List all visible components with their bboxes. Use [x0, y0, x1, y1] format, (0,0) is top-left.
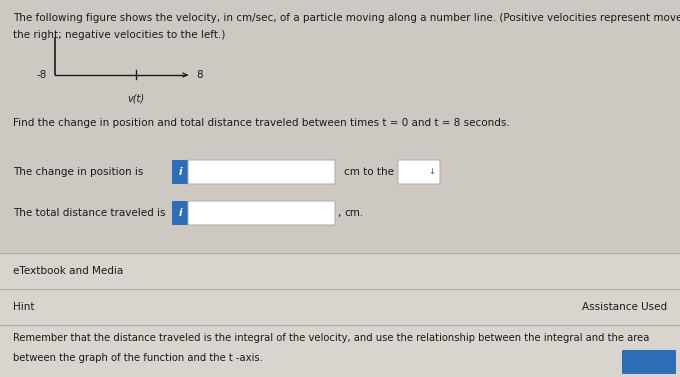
- Text: Find the change in position and total distance traveled between times t = 0 and : Find the change in position and total di…: [13, 118, 510, 128]
- Text: The change in position is: The change in position is: [13, 167, 143, 177]
- Text: i: i: [178, 167, 182, 177]
- Text: ↓: ↓: [428, 167, 435, 176]
- FancyBboxPatch shape: [398, 160, 440, 184]
- FancyBboxPatch shape: [622, 350, 676, 374]
- Bar: [0, 253, 680, 289]
- Bar: [0, 325, 680, 377]
- Text: between the graph of the function and the t -axis.: between the graph of the function and th…: [13, 353, 263, 363]
- Text: v(t): v(t): [128, 94, 145, 104]
- Text: The following figure shows the velocity, in cm/sec, of a particle moving along a: The following figure shows the velocity,…: [13, 13, 680, 23]
- Bar: [0, 289, 680, 325]
- Text: i: i: [178, 208, 182, 218]
- Text: the right; negative velocities to the left.): the right; negative velocities to the le…: [13, 30, 225, 40]
- Text: Assistance Used: Assistance Used: [582, 302, 667, 312]
- Text: Hint: Hint: [13, 302, 35, 312]
- FancyBboxPatch shape: [188, 201, 335, 225]
- Text: Remember that the distance traveled is the integral of the velocity, and use the: Remember that the distance traveled is t…: [13, 333, 649, 343]
- Text: -8: -8: [37, 70, 47, 80]
- FancyBboxPatch shape: [172, 201, 188, 225]
- FancyBboxPatch shape: [172, 160, 188, 184]
- Text: cm.: cm.: [344, 208, 363, 218]
- Text: cm to the: cm to the: [344, 167, 394, 177]
- Text: eTextbook and Media: eTextbook and Media: [13, 266, 123, 276]
- FancyBboxPatch shape: [188, 160, 335, 184]
- Text: 8: 8: [196, 70, 203, 80]
- Text: ,: ,: [337, 208, 341, 218]
- Text: The total distance traveled is: The total distance traveled is: [13, 208, 165, 218]
